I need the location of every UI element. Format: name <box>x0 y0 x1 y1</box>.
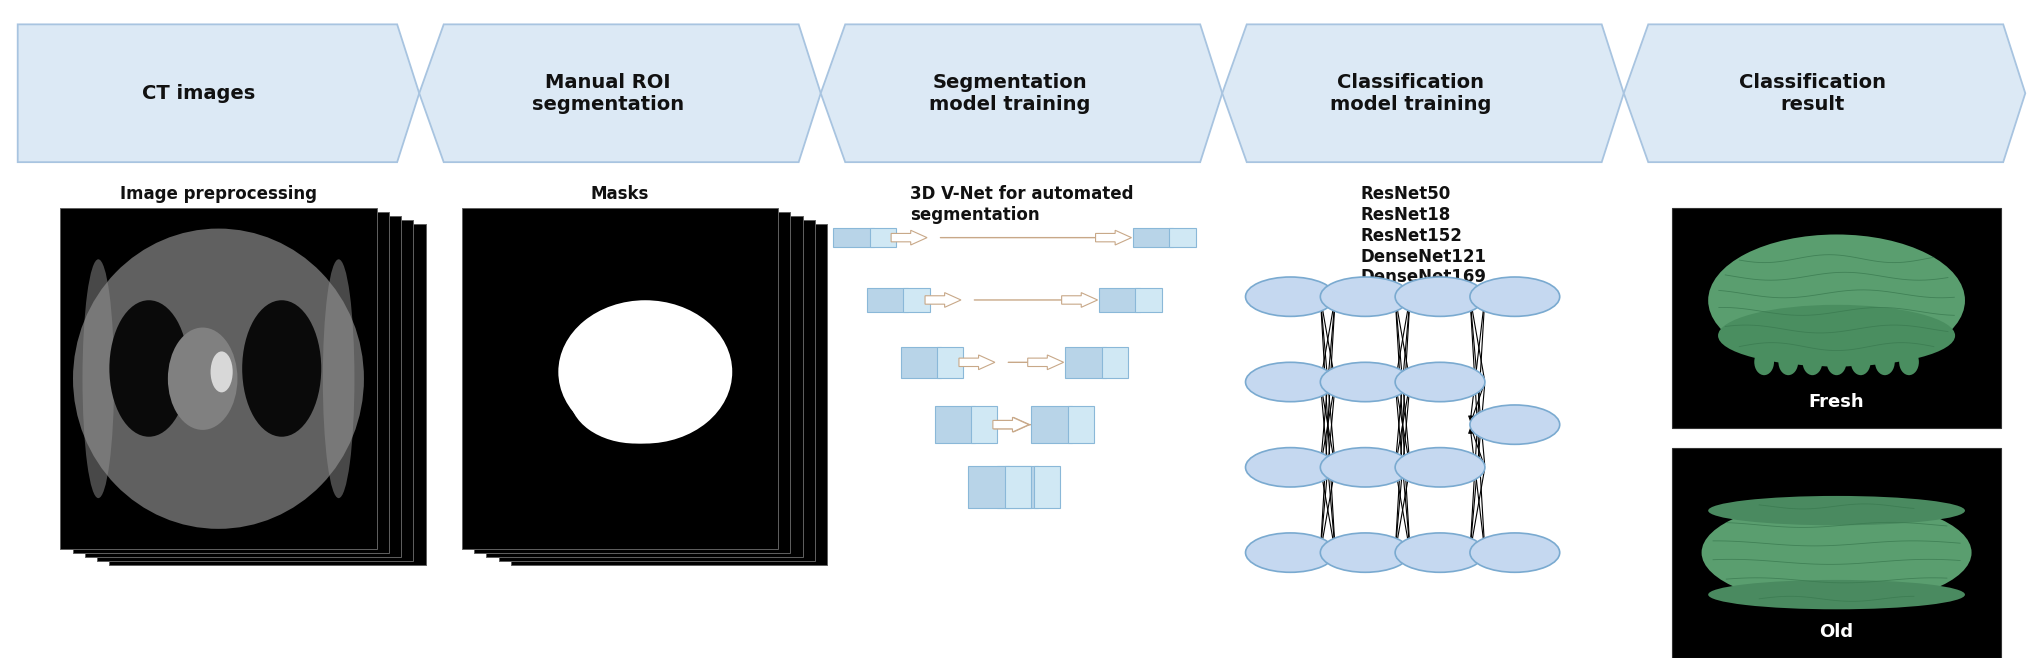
Ellipse shape <box>1320 362 1410 402</box>
Polygon shape <box>1095 230 1132 245</box>
FancyBboxPatch shape <box>968 466 1009 508</box>
Text: Segmentation
model training: Segmentation model training <box>930 72 1091 114</box>
Ellipse shape <box>1826 349 1847 375</box>
FancyBboxPatch shape <box>1671 447 2002 658</box>
Ellipse shape <box>1395 362 1485 402</box>
Text: Manual ROI
segmentation: Manual ROI segmentation <box>531 72 684 114</box>
Ellipse shape <box>1851 349 1871 375</box>
Ellipse shape <box>1471 533 1559 572</box>
FancyBboxPatch shape <box>1169 228 1195 247</box>
FancyBboxPatch shape <box>1132 228 1173 247</box>
FancyBboxPatch shape <box>1101 347 1128 378</box>
FancyBboxPatch shape <box>1064 347 1105 378</box>
Ellipse shape <box>1708 235 1965 366</box>
Text: CT images: CT images <box>141 84 255 103</box>
FancyBboxPatch shape <box>1671 208 2002 428</box>
FancyBboxPatch shape <box>1136 287 1162 312</box>
Ellipse shape <box>323 259 353 498</box>
Ellipse shape <box>1708 496 1965 525</box>
Ellipse shape <box>210 351 233 392</box>
Ellipse shape <box>1875 349 1894 375</box>
Ellipse shape <box>1320 277 1410 316</box>
Text: ResNet50
ResNet18
ResNet152
DenseNet121
DenseNet169: ResNet50 ResNet18 ResNet152 DenseNet121 … <box>1361 185 1485 286</box>
Ellipse shape <box>1246 447 1336 487</box>
FancyBboxPatch shape <box>511 224 827 565</box>
Ellipse shape <box>1702 500 1971 605</box>
Polygon shape <box>1222 24 1624 162</box>
Text: Image preprocessing: Image preprocessing <box>121 185 317 203</box>
Ellipse shape <box>74 229 364 529</box>
Polygon shape <box>958 355 995 370</box>
FancyBboxPatch shape <box>110 224 425 565</box>
FancyBboxPatch shape <box>970 407 997 443</box>
FancyBboxPatch shape <box>1032 407 1073 443</box>
FancyBboxPatch shape <box>997 466 1038 508</box>
Ellipse shape <box>1708 580 1965 610</box>
FancyBboxPatch shape <box>462 208 778 550</box>
Ellipse shape <box>1777 349 1798 375</box>
Text: Fresh: Fresh <box>1808 393 1865 411</box>
Ellipse shape <box>558 301 731 444</box>
Ellipse shape <box>82 259 114 498</box>
Ellipse shape <box>570 348 703 444</box>
Polygon shape <box>1624 24 2025 162</box>
Polygon shape <box>1028 355 1064 370</box>
FancyBboxPatch shape <box>98 220 413 561</box>
Polygon shape <box>419 24 821 162</box>
Ellipse shape <box>1246 277 1336 316</box>
Ellipse shape <box>243 301 321 437</box>
FancyBboxPatch shape <box>1005 466 1032 508</box>
Ellipse shape <box>1900 349 1918 375</box>
Ellipse shape <box>1320 533 1410 572</box>
Polygon shape <box>993 417 1030 432</box>
Ellipse shape <box>1246 533 1336 572</box>
Polygon shape <box>993 417 1030 432</box>
Ellipse shape <box>599 310 717 379</box>
FancyBboxPatch shape <box>1034 466 1060 508</box>
FancyBboxPatch shape <box>86 216 400 558</box>
Ellipse shape <box>1755 349 1773 375</box>
FancyBboxPatch shape <box>938 347 964 378</box>
Ellipse shape <box>1246 362 1336 402</box>
Text: Old: Old <box>1820 623 1853 641</box>
Polygon shape <box>18 24 419 162</box>
Ellipse shape <box>168 328 237 430</box>
Polygon shape <box>925 293 960 307</box>
FancyBboxPatch shape <box>934 407 975 443</box>
Text: Classification
model training: Classification model training <box>1330 72 1491 114</box>
Polygon shape <box>821 24 1222 162</box>
FancyBboxPatch shape <box>834 228 874 247</box>
Text: 3D V-Net for automated
segmentation: 3D V-Net for automated segmentation <box>909 185 1134 224</box>
Ellipse shape <box>1718 305 1955 366</box>
Ellipse shape <box>1395 533 1485 572</box>
Text: Masks: Masks <box>590 185 650 203</box>
Ellipse shape <box>1471 405 1559 444</box>
Ellipse shape <box>1471 277 1559 316</box>
Ellipse shape <box>1320 447 1410 487</box>
FancyBboxPatch shape <box>486 216 803 558</box>
FancyBboxPatch shape <box>1099 287 1140 312</box>
Polygon shape <box>891 230 928 245</box>
FancyBboxPatch shape <box>61 208 376 550</box>
FancyBboxPatch shape <box>474 212 791 554</box>
Ellipse shape <box>1395 447 1485 487</box>
Polygon shape <box>1062 293 1097 307</box>
Ellipse shape <box>1395 277 1485 316</box>
FancyBboxPatch shape <box>1068 407 1093 443</box>
Ellipse shape <box>1802 349 1822 375</box>
Text: Classification
result: Classification result <box>1739 72 1886 114</box>
Ellipse shape <box>110 301 188 437</box>
FancyBboxPatch shape <box>866 287 907 312</box>
FancyBboxPatch shape <box>901 347 942 378</box>
FancyBboxPatch shape <box>498 220 815 561</box>
FancyBboxPatch shape <box>903 287 930 312</box>
FancyBboxPatch shape <box>74 212 388 554</box>
FancyBboxPatch shape <box>870 228 895 247</box>
